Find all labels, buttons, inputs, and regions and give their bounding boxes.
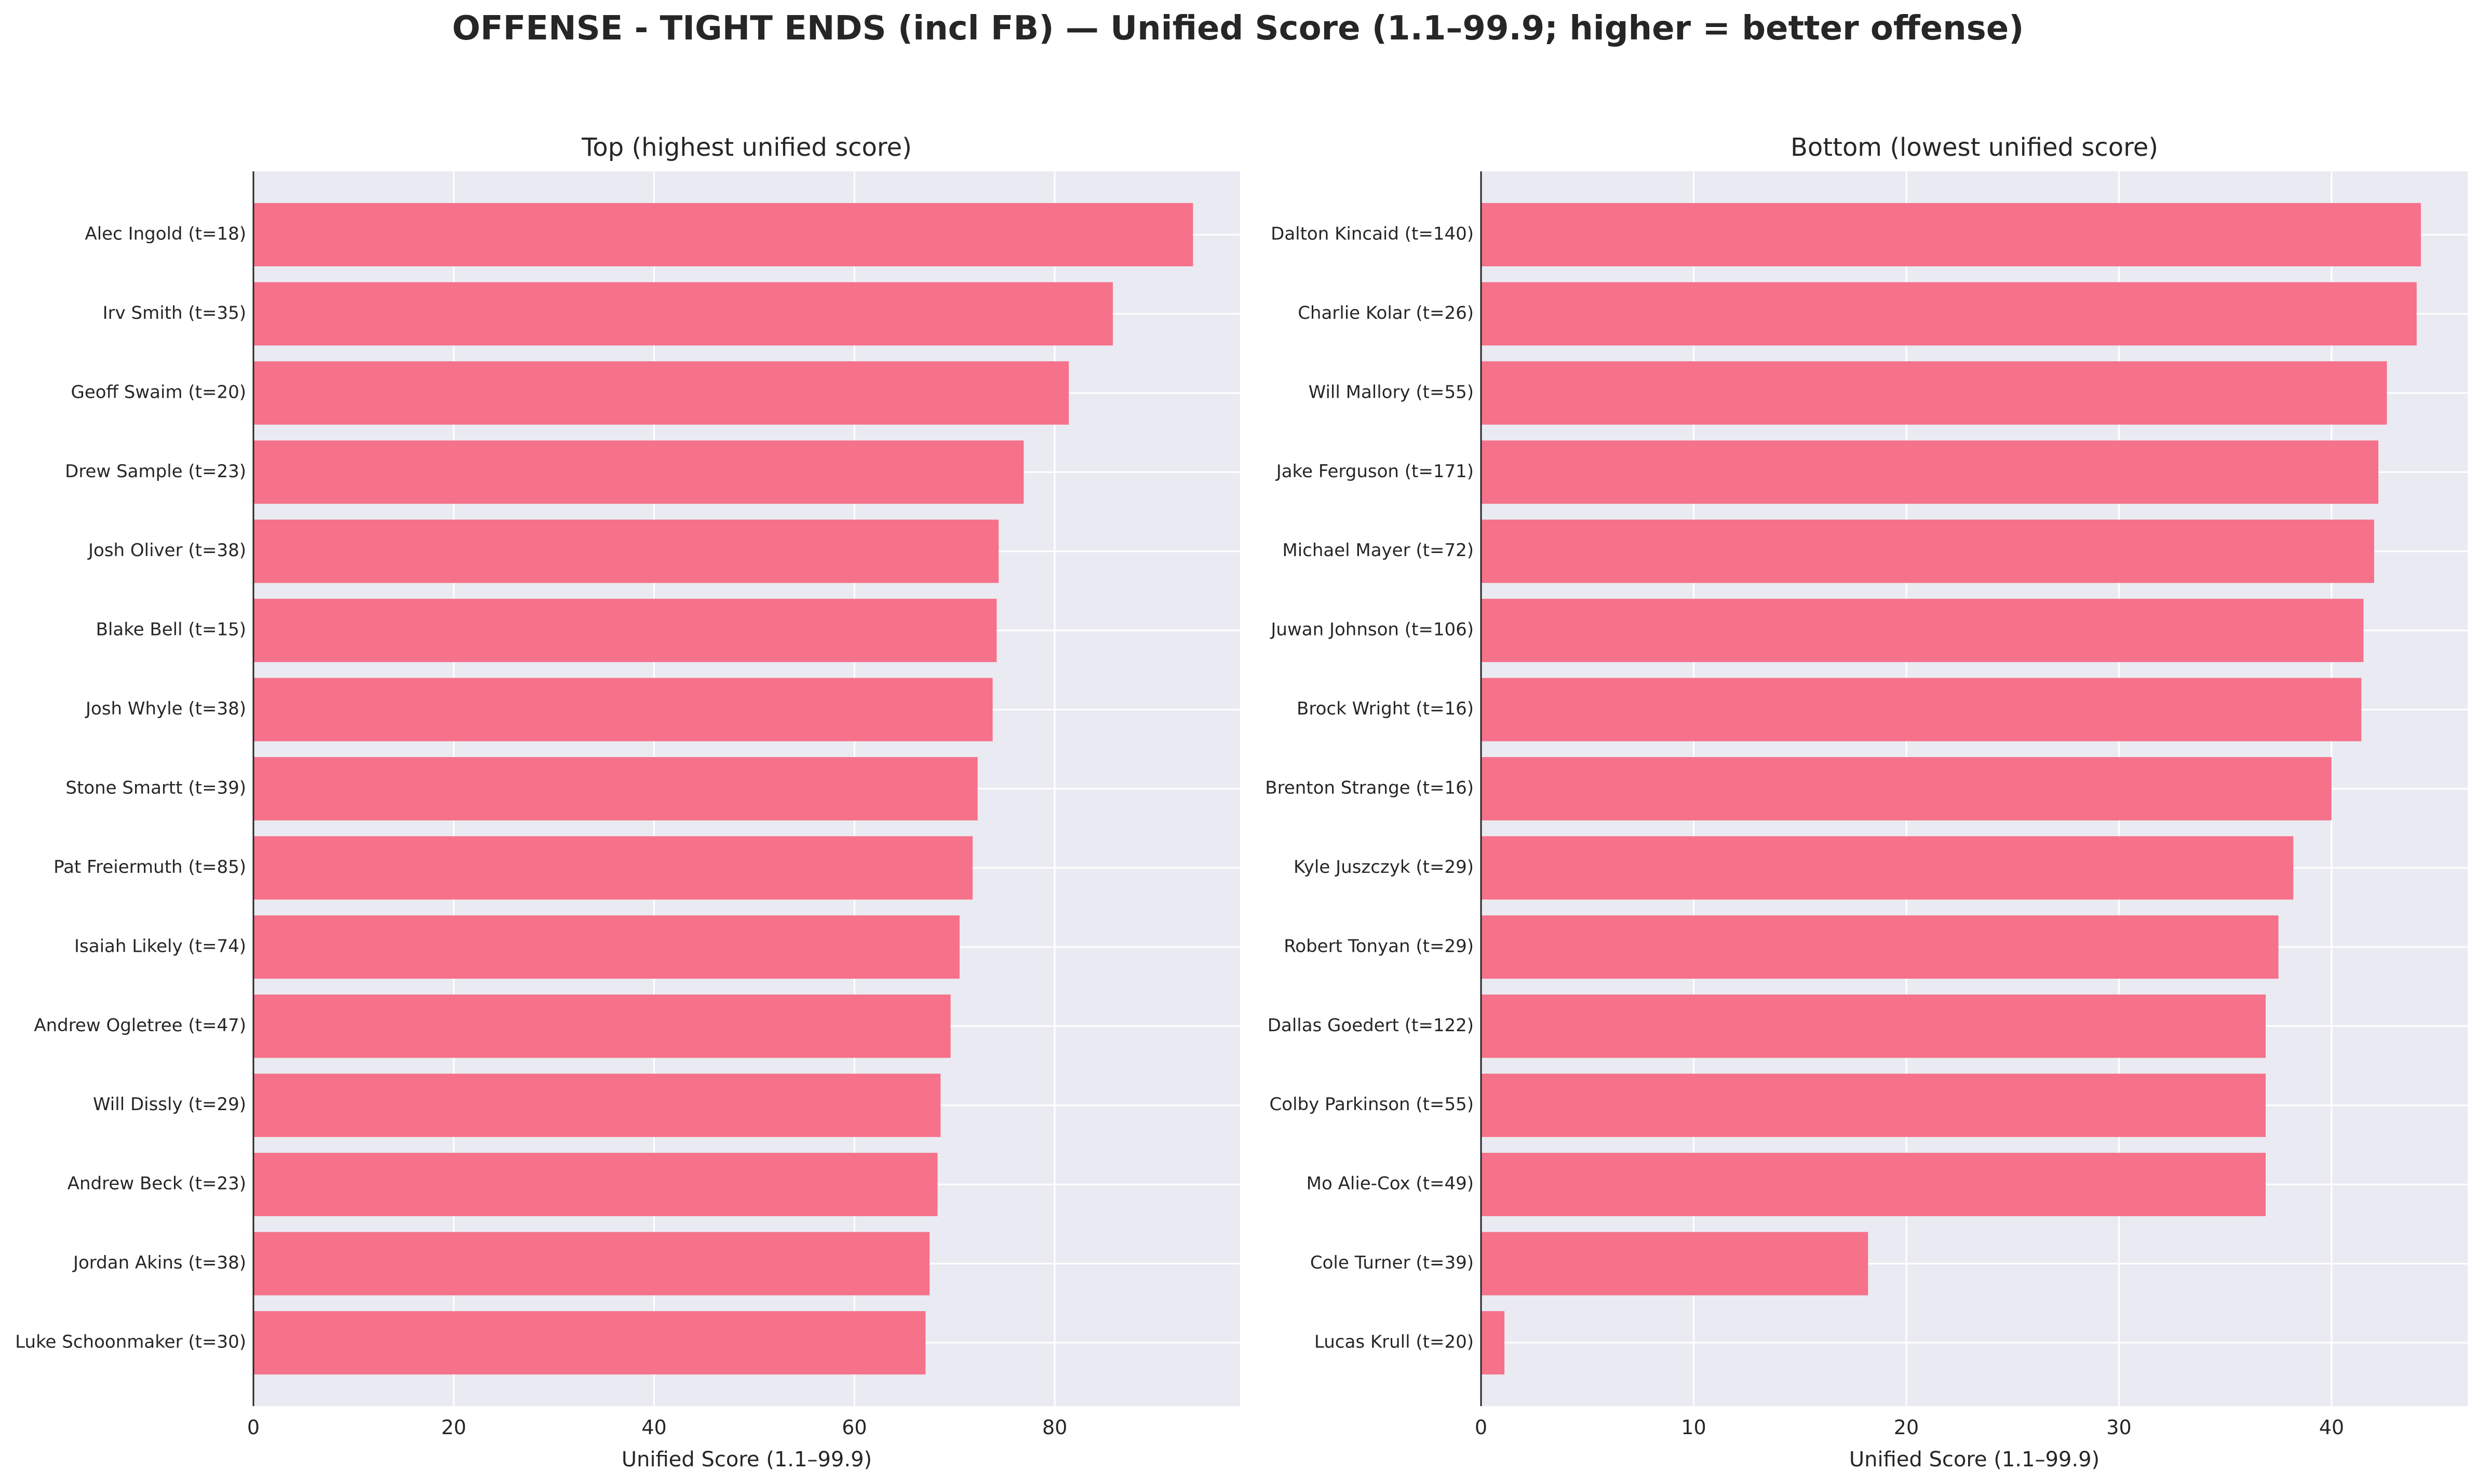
x-tick-label: 0 <box>247 1416 260 1439</box>
bar <box>1481 599 2364 663</box>
panel-title: Bottom (lowest unified score) <box>1791 133 2158 162</box>
x-axis-label: Unified Score (1.1–99.9) <box>622 1448 872 1472</box>
panel-title: Top (highest unified score) <box>581 133 912 162</box>
bar <box>253 1311 926 1375</box>
panel-bottom: Dalton Kincaid (t=140) Charlie Kolar (t=2… <box>1265 133 2468 1472</box>
bar <box>253 361 1069 425</box>
bar <box>253 440 1024 504</box>
x-tick-label: 40 <box>641 1416 666 1439</box>
bar <box>253 282 1113 346</box>
bar <box>1481 915 2279 979</box>
bar <box>1481 1153 2266 1217</box>
y-tick-label: Juwan Johnson (t=106) <box>1270 619 1474 640</box>
bar <box>1481 994 2266 1058</box>
bar <box>1481 1073 2266 1137</box>
x-tick-label: 10 <box>1681 1416 1706 1439</box>
y-tick-label: Stone Smartt (t=39) <box>65 778 246 799</box>
bar <box>253 915 960 979</box>
x-tick-label: 60 <box>842 1416 867 1439</box>
y-tick-label: Andrew Ogletree (t=47) <box>34 1015 246 1036</box>
y-tick-label: Brenton Strange (t=16) <box>1265 778 1474 799</box>
y-tick-label: Geoff Swaim (t=20) <box>71 382 246 402</box>
x-tick-label: 80 <box>1042 1416 1067 1439</box>
bar <box>253 599 997 663</box>
bar <box>1481 440 2379 504</box>
x-tick-label: 20 <box>1894 1416 1919 1439</box>
bar <box>253 994 951 1058</box>
y-tick-label: Luke Schoonmaker (t=30) <box>15 1332 246 1353</box>
bar <box>253 1153 938 1217</box>
y-tick-label: Jake Ferguson (t=171) <box>1275 461 1474 482</box>
y-tick-label: Kyle Juszczyk (t=29) <box>1294 857 1474 878</box>
y-tick-label: Josh Oliver (t=38) <box>87 540 246 561</box>
y-tick-label: Isaiah Likely (t=74) <box>74 936 246 956</box>
bar <box>1481 282 2417 346</box>
y-tick-label: Josh Whyle (t=38) <box>85 698 246 719</box>
y-tick-label: Pat Freiermuth (t=85) <box>53 857 246 878</box>
x-tick-label: 0 <box>1475 1416 1487 1439</box>
bar <box>1481 361 2387 425</box>
bar <box>1481 519 2374 583</box>
y-tick-label: Will Mallory (t=55) <box>1309 382 1474 402</box>
bar <box>1481 678 2362 741</box>
panel-top: Alec Ingold (t=18) Irv Smith (t=35) Geoff … <box>15 133 1240 1472</box>
y-tick-label: Mo Alie-Cox (t=49) <box>1307 1173 1474 1194</box>
x-tick-label: 30 <box>2106 1416 2131 1439</box>
bar <box>1481 1311 1505 1375</box>
bar <box>253 836 973 900</box>
chart-suptitle: OFFENSE - TIGHT ENDS (incl FB) — Unified… <box>452 9 2024 48</box>
x-tick-label: 20 <box>441 1416 466 1439</box>
y-tick-label: Michael Mayer (t=72) <box>1282 540 1474 561</box>
bar <box>1481 203 2421 266</box>
y-tick-label: Jordan Akins (t=38) <box>72 1252 246 1273</box>
y-tick-label: Dalton Kincaid (t=140) <box>1271 223 1474 244</box>
y-tick-label: Brock Wright (t=16) <box>1297 698 1474 719</box>
y-tick-label: Dallas Goedert (t=122) <box>1268 1015 1474 1036</box>
y-tick-label: Colby Parkinson (t=55) <box>1270 1094 1474 1115</box>
y-tick-label: Robert Tonyan (t=29) <box>1284 936 1474 956</box>
bar <box>253 678 993 741</box>
y-tick-label: Andrew Beck (t=23) <box>68 1173 246 1194</box>
bar <box>1481 836 2294 900</box>
bar <box>253 757 978 820</box>
y-tick-label: Irv Smith (t=35) <box>103 303 246 323</box>
bar <box>253 203 1193 266</box>
y-tick-label: Blake Bell (t=15) <box>96 619 246 640</box>
y-tick-label: Charlie Kolar (t=26) <box>1298 303 1474 323</box>
y-tick-label: Alec Ingold (t=18) <box>85 223 246 244</box>
y-tick-label: Will Dissly (t=29) <box>93 1094 246 1115</box>
bar <box>1481 757 2332 820</box>
y-tick-label: Drew Sample (t=23) <box>65 461 246 482</box>
bar <box>1481 1232 1868 1296</box>
bar <box>253 1232 930 1296</box>
y-tick-label: Cole Turner (t=39) <box>1310 1252 1474 1273</box>
y-tick-label: Lucas Krull (t=20) <box>1314 1332 1474 1353</box>
x-tick-label: 40 <box>2319 1416 2344 1439</box>
bar <box>253 519 999 583</box>
bar <box>253 1073 941 1137</box>
x-axis-label: Unified Score (1.1–99.9) <box>1849 1448 2100 1472</box>
